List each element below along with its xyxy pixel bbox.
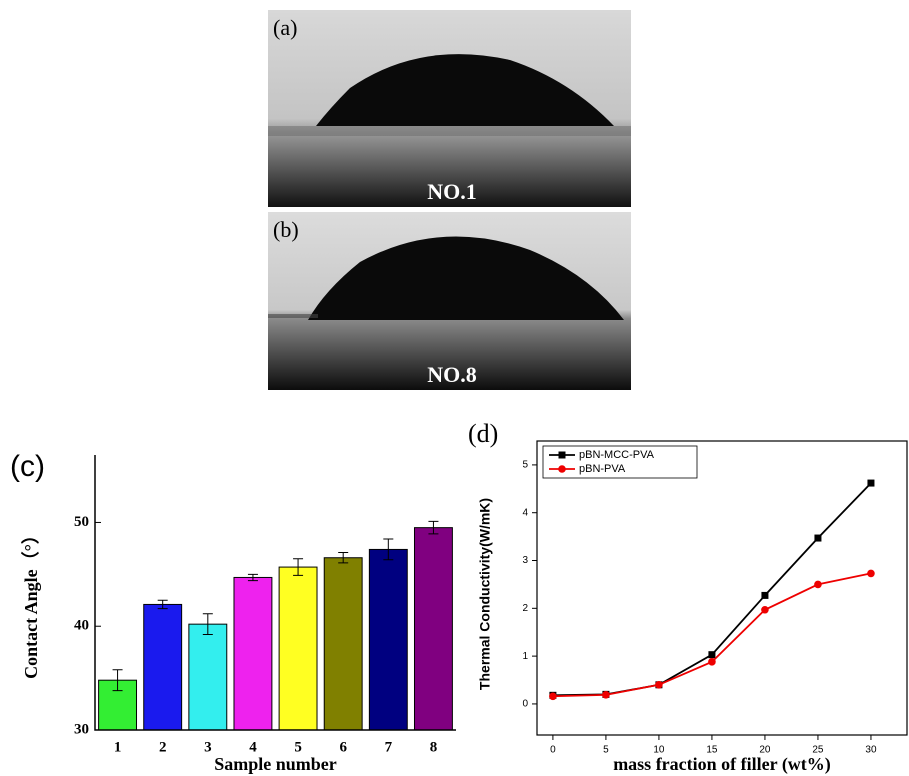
legend-box (542, 445, 698, 479)
x-tick-label: 8 (430, 739, 438, 755)
bar (368, 548, 408, 731)
y-axis-label: Thermal Conductivity(W/mK) (477, 498, 493, 690)
legend-marker (558, 451, 566, 459)
error-bar (383, 538, 394, 561)
image-caption: NO.8 (427, 362, 477, 387)
marker (761, 591, 769, 599)
chart-title: (c) (10, 450, 45, 483)
x-tick-label: 30 (865, 745, 877, 756)
series-line (552, 572, 872, 698)
marker (867, 479, 875, 487)
x-tick-label: 10 (653, 745, 665, 756)
bar (188, 623, 228, 731)
bar (233, 576, 273, 731)
axis-line (94, 455, 456, 731)
x-tick-label: 20 (759, 745, 771, 756)
bar (143, 603, 183, 731)
y-tick-label: 4 (522, 507, 528, 518)
x-axis-label: Sample number (214, 754, 337, 774)
x-tick-label: 2 (159, 739, 167, 755)
photo-a: (a) NO.1 (268, 10, 631, 207)
marker (761, 605, 769, 614)
y-tick-label: 0 (522, 699, 528, 710)
x-tick-label: 1 (114, 739, 122, 755)
x-tick-label: 5 (603, 745, 609, 756)
y-tick-label: 2 (522, 603, 528, 614)
y-tick-label: 3 (522, 555, 528, 566)
x-axis-label: mass fraction of filler (wt%) (613, 754, 831, 775)
image-label: (a) (273, 15, 297, 40)
error-bar (202, 613, 213, 636)
error-bar (112, 669, 123, 692)
image-caption: NO.1 (427, 179, 477, 204)
marker (602, 691, 610, 699)
y-tick-label: 30 (74, 721, 89, 737)
y-tick-label: 50 (74, 514, 89, 530)
y-tick-label: 40 (74, 618, 89, 634)
error-bar (428, 520, 439, 535)
marker (708, 651, 716, 659)
marker (814, 580, 822, 589)
bar (413, 527, 453, 731)
error-bar (247, 573, 258, 582)
x-tick-label: 7 (385, 739, 393, 755)
marker (708, 658, 716, 666)
x-tick-label: 5 (294, 739, 302, 755)
bar (323, 557, 363, 731)
x-tick-label: 0 (550, 745, 556, 756)
plot-frame (536, 440, 908, 736)
marker (655, 681, 663, 689)
y-tick-label: 5 (522, 460, 528, 471)
legend-label: pBN-PVA (579, 463, 626, 475)
y-tick-label: 1 (522, 651, 528, 662)
photo-b: (b) NO.8 (268, 212, 631, 390)
x-tick-label: 4 (249, 739, 257, 755)
error-bar (157, 599, 168, 610)
x-tick-label: 25 (812, 745, 824, 756)
x-tick-label: 6 (339, 739, 347, 755)
x-tick-label: 3 (204, 739, 212, 755)
legend-marker (558, 465, 566, 473)
bar (278, 566, 318, 731)
y-axis-label: Contact Angle（°） (21, 526, 41, 679)
error-bar (338, 552, 349, 564)
image-label: (b) (273, 217, 299, 242)
marker (814, 534, 822, 542)
legend-label: pBN-MCC-PVA (579, 449, 655, 461)
chart-title: (d) (468, 419, 498, 448)
marker (549, 692, 557, 701)
error-bar (293, 558, 304, 576)
x-tick-label: 15 (706, 745, 718, 756)
marker (867, 569, 875, 578)
